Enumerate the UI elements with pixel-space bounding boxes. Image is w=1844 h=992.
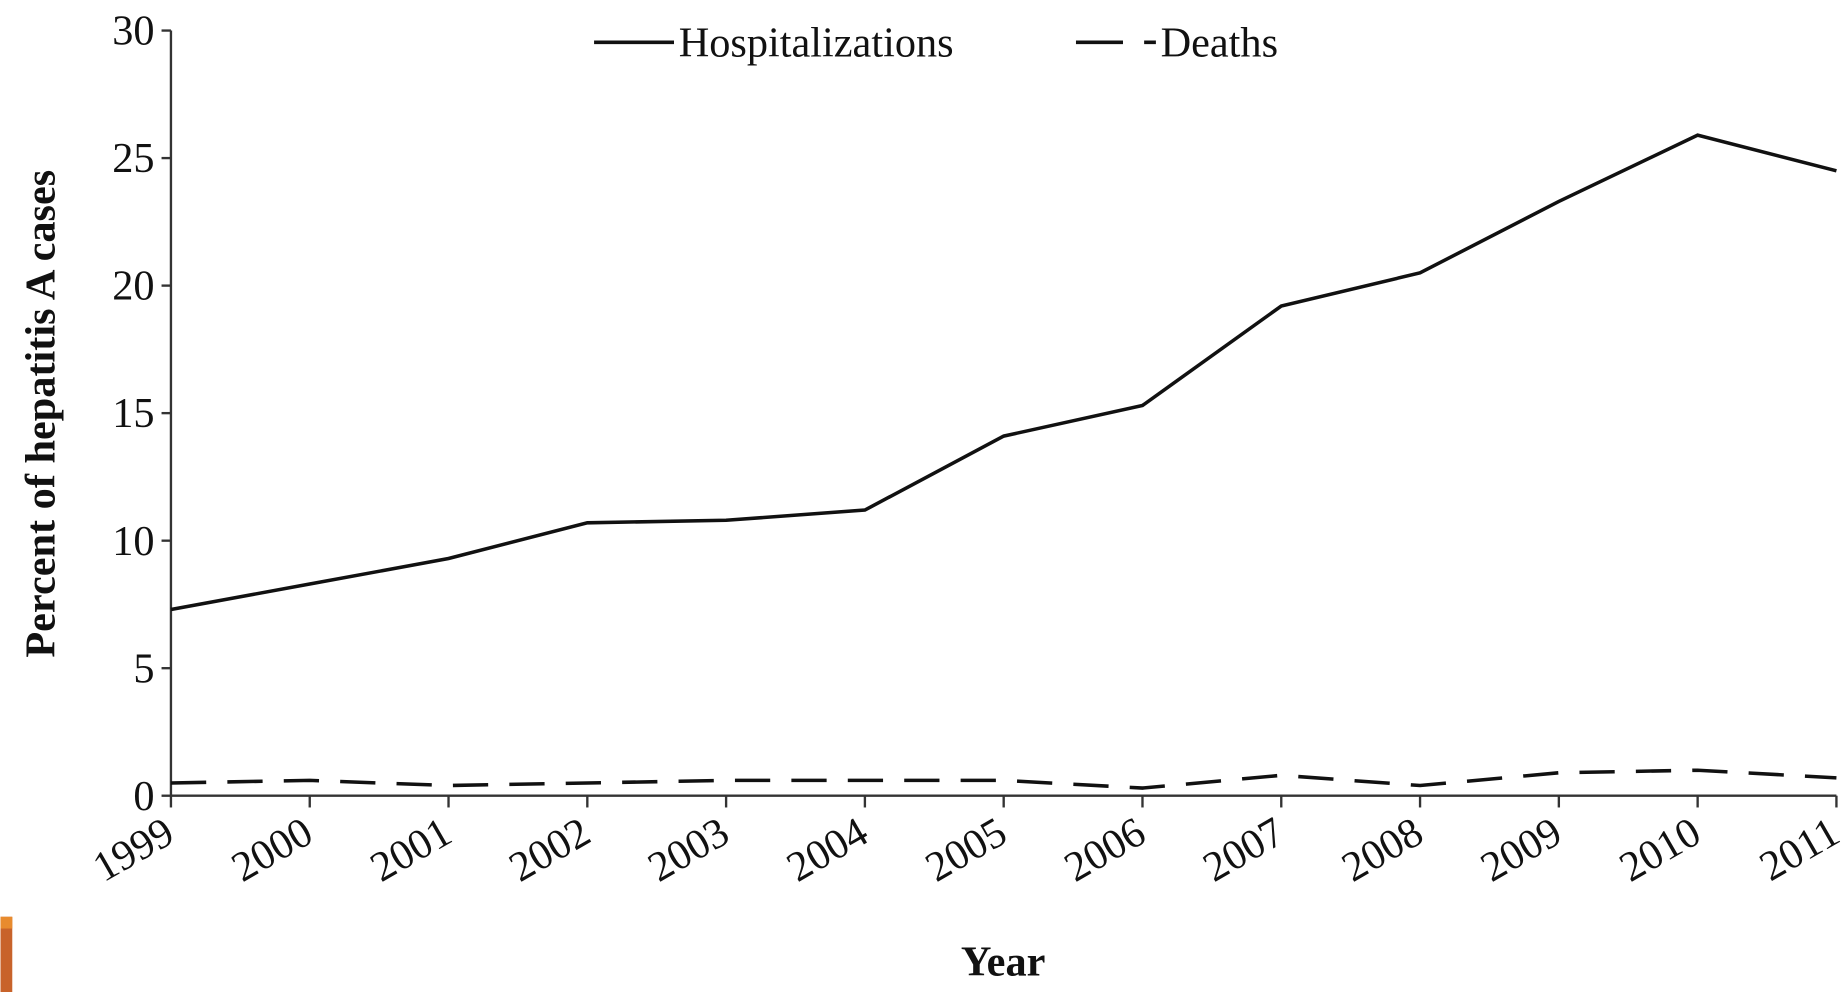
x-tick-label: 2010 (1612, 808, 1709, 891)
y-axis-title: Percent of hepatitis A cases (18, 170, 65, 658)
y-tick-label: 5 (133, 645, 154, 692)
line-series (170, 768, 1837, 790)
y-tick-label: 0 (133, 773, 154, 820)
decoration (0, 916, 13, 992)
x-tick-label: 2001 (363, 808, 460, 891)
y-tick-label: 15 (112, 390, 154, 437)
x-tick-label: 2002 (501, 808, 598, 891)
legend-label: Hospitalizations (679, 19, 954, 66)
x-tick-label: 2000 (224, 808, 321, 891)
x-tick-label: 2009 (1473, 808, 1570, 891)
y-tick-label: 10 (112, 518, 154, 565)
x-tick-label: 2004 (779, 808, 876, 891)
line-series (170, 133, 1837, 612)
x-tick-label: 2007 (1195, 808, 1292, 891)
x-tick-label: 2011 (1752, 808, 1844, 890)
x-tick-label: 2005 (918, 808, 1015, 891)
y-tick-label: 20 (112, 263, 154, 310)
x-axis-title: Year (961, 939, 1046, 986)
x-tick-label: 2008 (1334, 808, 1431, 891)
x-tick-label: 2006 (1057, 808, 1154, 891)
decoration (0, 916, 13, 929)
legend-label: Deaths (1161, 19, 1278, 66)
x-tick-label: 2003 (640, 808, 737, 891)
y-tick-label: 30 (112, 8, 154, 55)
x-tick-label: 1999 (85, 808, 182, 891)
y-tick-label: 25 (112, 135, 154, 182)
